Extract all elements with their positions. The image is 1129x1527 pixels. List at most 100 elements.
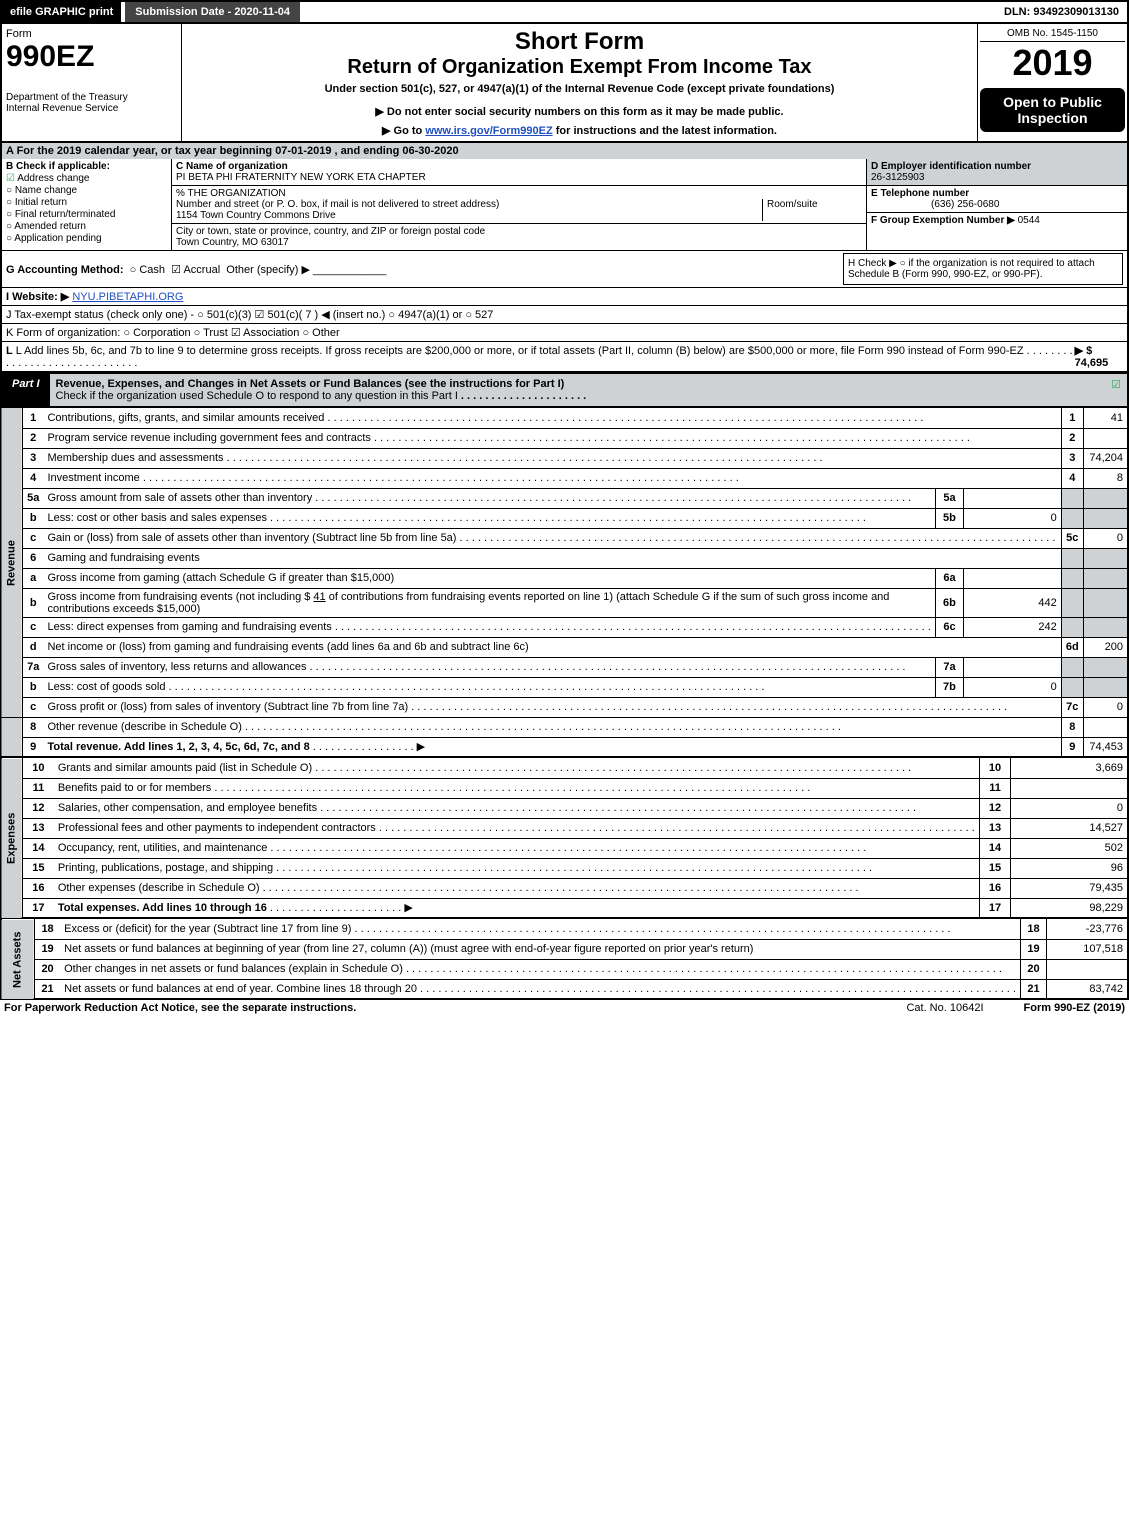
line-14-rn: 14 [979, 838, 1010, 858]
line-4-no: 4 [23, 468, 44, 488]
org-name: PI BETA PHI FRATERNITY NEW YORK ETA CHAP… [176, 172, 426, 183]
line-17-no: 17 [23, 898, 54, 918]
line-11-val [1011, 778, 1128, 798]
group-exemption-label: F Group Exemption Number ▶ [871, 215, 1015, 226]
phone-value: (636) 256-0680 [871, 199, 999, 210]
line-12-rn: 12 [979, 798, 1010, 818]
line-6a-no: a [23, 568, 44, 588]
city-state-zip: Town Country, MO 63017 [176, 237, 289, 248]
line-3-no: 3 [23, 448, 44, 468]
chk-application-pending[interactable]: Application pending [6, 233, 167, 244]
section-c: C Name of organization PI BETA PHI FRATE… [172, 159, 867, 250]
line-5b-subval: 0 [964, 508, 1062, 528]
line-5a-subval [964, 488, 1062, 508]
line-1-desc: Contributions, gifts, grants, and simila… [43, 408, 1061, 428]
section-b-label: B Check if applicable: [6, 161, 167, 172]
netassets-table: Net Assets 18 Excess or (deficit) for th… [0, 919, 1129, 1000]
line-6c-no: c [23, 617, 44, 637]
line-2-val [1083, 428, 1128, 448]
line-14-val: 502 [1011, 838, 1128, 858]
acct-accrual[interactable]: Accrual [183, 264, 220, 276]
chk-final-return[interactable]: Final return/terminated [6, 209, 167, 220]
website-link[interactable]: NYU.PIBETAPHI.ORG [72, 291, 183, 303]
return-title: Return of Organization Exempt From Incom… [186, 56, 973, 79]
line-6b-desc: Gross income from fundraising events (no… [43, 588, 935, 617]
line-21-val: 83,742 [1046, 979, 1128, 999]
line-8-val [1083, 717, 1128, 737]
line-6c-grey [1061, 617, 1083, 637]
room-suite-label: Room/suite [762, 199, 862, 221]
line-5b-grey [1061, 508, 1083, 528]
line-6b-greyval [1083, 588, 1128, 617]
line-18-desc: Excess or (deficit) for the year (Subtra… [60, 919, 1020, 939]
line-5c-val: 0 [1083, 528, 1128, 548]
irs-label: Internal Revenue Service [6, 103, 177, 114]
dln-number: DLN: 93492309013130 [996, 2, 1127, 22]
line-15-desc: Printing, publications, postage, and shi… [54, 858, 980, 878]
footer: For Paperwork Reduction Act Notice, see … [0, 1000, 1129, 1016]
group-exemption-value: 0544 [1018, 215, 1040, 226]
dept-treasury: Department of the Treasury [6, 92, 177, 103]
line-19-rn: 19 [1020, 939, 1046, 959]
section-l: L L Add lines 5b, 6c, and 7b to line 9 t… [0, 342, 1129, 373]
line-7b-subval: 0 [964, 677, 1062, 697]
line-6b-amt: 41 [313, 591, 325, 603]
line-7a-sub: 7a [935, 657, 963, 677]
line-3-desc: Membership dues and assessments [43, 448, 1061, 468]
phone-label: E Telephone number [871, 188, 969, 199]
chk-initial-return[interactable]: Initial return [6, 197, 167, 208]
form-number: 990EZ [6, 40, 177, 74]
line-7a-desc: Gross sales of inventory, less returns a… [43, 657, 935, 677]
ein-value: 26-3125903 [871, 172, 924, 183]
chk-amended-return[interactable]: Amended return [6, 221, 167, 232]
acct-other[interactable]: Other (specify) ▶ [226, 264, 310, 276]
line-7a-no: 7a [23, 657, 44, 677]
line-15-no: 15 [23, 858, 54, 878]
line-4-desc: Investment income [43, 468, 1061, 488]
line-10-desc: Grants and similar amounts paid (list in… [54, 758, 980, 778]
line-11-no: 11 [23, 778, 54, 798]
care-of: % THE ORGANIZATION [176, 188, 862, 199]
line-5a-desc: Gross amount from sale of assets other t… [43, 488, 935, 508]
city-label: City or town, state or province, country… [176, 226, 485, 237]
line-21-no: 21 [35, 979, 61, 999]
line-7c-no: c [23, 697, 44, 717]
accounting-method-label: G Accounting Method: [6, 264, 124, 276]
chk-address-change[interactable]: Address change [6, 173, 167, 184]
open-to-public: Open to Public Inspection [980, 88, 1125, 132]
efile-print-button[interactable]: efile GRAPHIC print [2, 2, 121, 22]
line-9-val: 74,453 [1083, 737, 1128, 757]
line-6a-grey [1061, 568, 1083, 588]
line-2-desc: Program service revenue including govern… [43, 428, 1061, 448]
line-6d-val: 200 [1083, 637, 1128, 657]
line-5b-desc: Less: cost or other basis and sales expe… [43, 508, 935, 528]
line-7a-subval [964, 657, 1062, 677]
acct-cash[interactable]: Cash [139, 264, 165, 276]
line-5b-greyval [1083, 508, 1128, 528]
line-6b-sub: 6b [935, 588, 963, 617]
line-6a-desc: Gross income from gaming (attach Schedul… [43, 568, 935, 588]
top-bar: efile GRAPHIC print Submission Date - 20… [0, 0, 1129, 24]
line-6a-sub: 6a [935, 568, 963, 588]
line-6b-grey [1061, 588, 1083, 617]
line-4-rn: 4 [1061, 468, 1083, 488]
line-8-desc: Other revenue (describe in Schedule O) [43, 717, 1061, 737]
line-3-val: 74,204 [1083, 448, 1128, 468]
tax-exempt-status: J Tax-exempt status (check only one) - ○… [6, 308, 493, 321]
line-17-val: 98,229 [1011, 898, 1128, 918]
line-6c-sub: 6c [935, 617, 963, 637]
line-7c-desc: Gross profit or (loss) from sales of inv… [43, 697, 1061, 717]
irs-link[interactable]: www.irs.gov/Form990EZ [425, 125, 552, 137]
line-6c-desc: Less: direct expenses from gaming and fu… [43, 617, 935, 637]
line-16-no: 16 [23, 878, 54, 898]
part1-title-text: Revenue, Expenses, and Changes in Net As… [56, 378, 565, 390]
line-7b-no: b [23, 677, 44, 697]
line-5c-rn: 5c [1061, 528, 1083, 548]
line-6a-subval [964, 568, 1062, 588]
chk-name-change[interactable]: Name change [6, 185, 167, 196]
line-1-rn: 1 [1061, 408, 1083, 428]
line-7b-grey [1061, 677, 1083, 697]
submission-date: Submission Date - 2020-11-04 [125, 2, 300, 22]
line-7a-grey [1061, 657, 1083, 677]
header-left: Form 990EZ Department of the Treasury In… [2, 24, 182, 141]
